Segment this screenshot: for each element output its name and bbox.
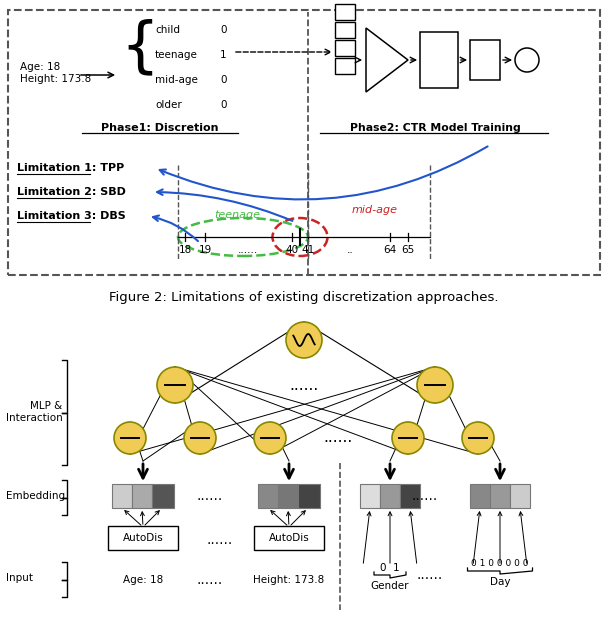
- Text: Day: Day: [490, 577, 510, 587]
- Text: teenage: teenage: [214, 210, 260, 220]
- Text: ......: ......: [412, 489, 438, 503]
- Text: 0: 0: [220, 75, 227, 85]
- Circle shape: [417, 367, 453, 403]
- Bar: [8, 10, 600, 275]
- Bar: [490, 484, 510, 508]
- Text: Phase2: CTR Model Training: Phase2: CTR Model Training: [350, 123, 520, 133]
- Bar: [152, 484, 174, 508]
- Circle shape: [254, 422, 286, 454]
- Polygon shape: [366, 28, 408, 92]
- Text: 19: 19: [198, 245, 212, 255]
- Bar: [360, 484, 380, 508]
- Bar: [335, 58, 355, 74]
- Text: Age: 18: Age: 18: [123, 575, 163, 585]
- Text: 41: 41: [302, 245, 314, 255]
- Text: teenage: teenage: [155, 50, 198, 60]
- Circle shape: [462, 422, 494, 454]
- Bar: [258, 484, 278, 508]
- Text: ......: ......: [197, 573, 223, 587]
- Text: Phase1: Discretion: Phase1: Discretion: [102, 123, 219, 133]
- Text: Age: 18
Height: 173.8: Age: 18 Height: 173.8: [20, 62, 91, 83]
- Text: Limitation 2: SBD: Limitation 2: SBD: [17, 187, 126, 197]
- Text: Limitation 1: TPP: Limitation 1: TPP: [17, 163, 124, 173]
- Circle shape: [392, 422, 424, 454]
- Text: 65: 65: [401, 245, 415, 255]
- Text: Limitation 3: DBS: Limitation 3: DBS: [17, 211, 126, 221]
- Text: $\{$: $\{$: [120, 18, 153, 78]
- FancyBboxPatch shape: [108, 526, 178, 550]
- Bar: [278, 484, 298, 508]
- Bar: [112, 484, 132, 508]
- FancyBboxPatch shape: [254, 526, 324, 550]
- Bar: [400, 484, 420, 508]
- Circle shape: [515, 48, 539, 72]
- Text: ..: ..: [347, 245, 353, 255]
- Bar: [132, 484, 152, 508]
- Bar: [335, 40, 355, 56]
- Text: mid-age: mid-age: [155, 75, 198, 85]
- Bar: [470, 484, 490, 508]
- Circle shape: [114, 422, 146, 454]
- Text: child: child: [155, 25, 180, 35]
- Bar: [420, 32, 458, 88]
- Circle shape: [184, 422, 216, 454]
- Text: Height: 173.8: Height: 173.8: [254, 575, 325, 585]
- Text: older: older: [155, 100, 182, 110]
- Bar: [510, 484, 530, 508]
- Text: ......: ......: [238, 245, 258, 255]
- Text: 0: 0: [220, 100, 227, 110]
- Text: Input: Input: [6, 573, 33, 583]
- Text: 64: 64: [384, 245, 396, 255]
- Bar: [298, 484, 320, 508]
- Circle shape: [157, 367, 193, 403]
- Text: MLP &
Interaction: MLP & Interaction: [6, 401, 63, 423]
- Bar: [380, 484, 400, 508]
- Text: Embedding: Embedding: [6, 491, 65, 501]
- Text: Gender: Gender: [371, 581, 409, 591]
- Text: ......: ......: [197, 489, 223, 503]
- Circle shape: [286, 322, 322, 358]
- Text: 40: 40: [285, 245, 299, 255]
- Text: 0  1: 0 1: [380, 563, 400, 573]
- Text: ......: ......: [289, 378, 319, 392]
- Text: Figure 2: Limitations of existing discretization approaches.: Figure 2: Limitations of existing discre…: [109, 292, 499, 305]
- Bar: [335, 22, 355, 38]
- Bar: [335, 4, 355, 20]
- Text: 1: 1: [220, 50, 227, 60]
- Text: mid-age: mid-age: [352, 205, 398, 215]
- Text: AutoDis: AutoDis: [269, 533, 309, 543]
- Bar: [470, 40, 500, 80]
- Text: ......: ......: [417, 568, 443, 582]
- Text: AutoDis: AutoDis: [123, 533, 164, 543]
- Text: ......: ......: [207, 533, 233, 547]
- Text: ......: ......: [323, 431, 353, 446]
- Text: 0: 0: [220, 25, 227, 35]
- Text: 18: 18: [178, 245, 192, 255]
- Text: 0 1 0 0 0 0 0: 0 1 0 0 0 0 0: [471, 559, 529, 567]
